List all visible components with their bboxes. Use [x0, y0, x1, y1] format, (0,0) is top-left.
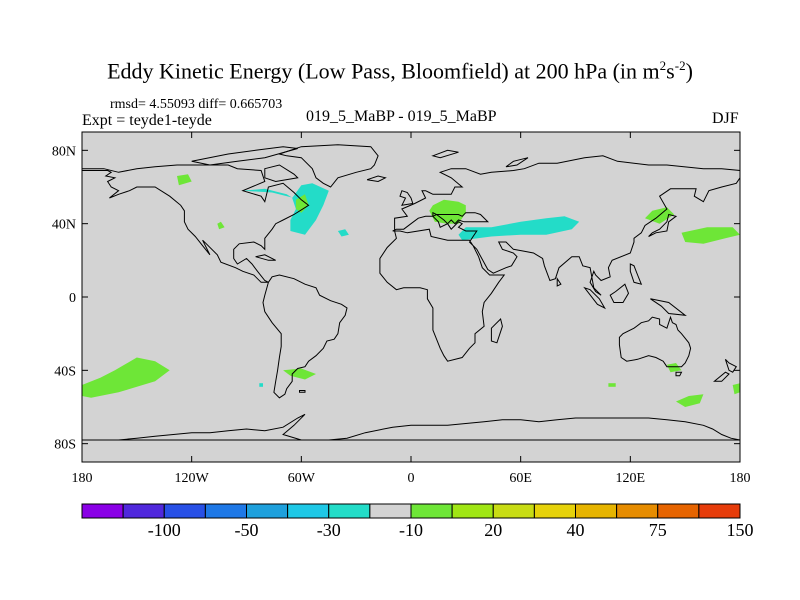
- y-tick-label: 80S: [54, 438, 76, 453]
- colorbar-swatch: [575, 503, 618, 519]
- comparison-label: 019_5_MaBP - 019_5_MaBP: [306, 108, 497, 125]
- coastline-australia: [618, 315, 692, 368]
- colorbar-swatch: [492, 503, 535, 519]
- colorbar-label: -100: [148, 520, 181, 540]
- colorbar-swatch: [451, 503, 494, 519]
- coastline-north-america: [81, 164, 310, 283]
- y-tick-label: 40S: [54, 364, 76, 379]
- experiment-label: Expt = teyde1-teyde: [82, 112, 212, 129]
- colorbar-swatch: [81, 503, 124, 519]
- coastline-tasmania: [675, 371, 683, 377]
- coastline-iceland: [366, 175, 387, 183]
- anomaly-south-america-pos: [283, 368, 316, 380]
- anomaly-north-atlantic-core: [295, 194, 309, 213]
- coastline-cuba: [255, 254, 276, 261]
- coastline-sumatra: [583, 286, 606, 310]
- anomaly-tasman-pos: [676, 394, 704, 407]
- anomaly-north-pacific-west: [177, 174, 192, 186]
- coastline-baffin: [264, 164, 299, 183]
- title-sup-1: 2: [659, 58, 667, 73]
- coastline-sri-lanka: [556, 277, 562, 287]
- coastline-svalbard: [431, 149, 459, 159]
- coastline-south-america: [262, 274, 348, 399]
- x-tick-label: 180: [72, 471, 93, 486]
- colorbar-label: -10: [399, 520, 423, 540]
- colorbar-swatch: [698, 503, 741, 519]
- season-label: DJF: [712, 110, 739, 127]
- colorbar-label: 75: [649, 520, 667, 540]
- coastline-madagascar: [490, 318, 503, 344]
- anomaly-south-pacific-pos: [82, 357, 170, 398]
- y-tick-label: 0: [69, 291, 76, 306]
- anomaly-europe-pos: [429, 199, 466, 224]
- y-tick-label: 80N: [52, 144, 76, 159]
- anomaly-indian-ocean-dot: [608, 383, 616, 387]
- x-tick-label: 120W: [175, 471, 210, 486]
- coastline-new-guinea: [650, 298, 687, 316]
- chart-title: Eddy Kinetic Energy (Low Pass, Bloomfiel…: [0, 58, 800, 84]
- colorbar-swatch: [163, 503, 206, 519]
- stats-label: rmsd= 4.55093 diff= 0.665703: [110, 97, 283, 112]
- anomaly-pacific-east-pos: [681, 227, 740, 244]
- x-tick-label: 60E: [509, 471, 532, 486]
- colorbar-label: -30: [317, 520, 341, 540]
- y-tick-label: 40N: [52, 218, 76, 233]
- colorbar-swatch: [369, 503, 412, 519]
- coastline-japan: [648, 213, 678, 237]
- coastline-novaya-zemlya: [505, 157, 529, 168]
- anomaly-regions: [82, 174, 740, 407]
- coastline-borneo: [609, 283, 630, 303]
- coastline-antarctica: [82, 413, 741, 441]
- x-tick-label: 120E: [616, 471, 646, 486]
- anomaly-south-pacific-dot: [259, 383, 263, 387]
- x-tick-label: 0: [408, 471, 415, 486]
- anomaly-asia-jet: [458, 216, 580, 241]
- colorbar-label: -50: [235, 520, 259, 540]
- coastline-new-zealand-south: [713, 371, 730, 382]
- anomaly-north-america-band: [242, 188, 302, 204]
- colorbar-swatch: [657, 503, 700, 519]
- map-background: [82, 132, 740, 462]
- colorbar-swatch: [204, 503, 247, 519]
- coastline-falklands: [299, 390, 306, 393]
- map-axes: 180 120W 60W 0 60E 120E 180 80N 40N 0 40S 80S: [52, 132, 751, 486]
- colorbar-swatch: [533, 503, 576, 519]
- colorbar-label: 20: [484, 520, 502, 540]
- colorbar-swatch: [287, 503, 330, 519]
- colorbar-swatch: [122, 503, 165, 519]
- title-sup-2: -2: [674, 58, 686, 73]
- coastline-arctic-islands: [191, 146, 298, 166]
- colorbar-swatch: [328, 503, 371, 519]
- anomaly-atlantic-small-neg: [337, 229, 349, 237]
- colorbar-swatch: [410, 503, 453, 519]
- title-main: Eddy Kinetic Energy (Low Pass, Bloomfiel…: [107, 58, 660, 84]
- coastline-british-isles: [399, 190, 414, 206]
- coastline-new-zealand-north: [724, 358, 738, 373]
- anomaly-north-pacific-south: [217, 221, 225, 230]
- title-mid: s: [666, 58, 675, 84]
- coastline-philippines: [629, 263, 643, 285]
- anomaly-australia-pos: [666, 363, 682, 373]
- x-tick-label: 60W: [288, 471, 316, 486]
- title-close: ): [685, 58, 693, 84]
- coastline-greenland: [277, 144, 379, 188]
- colorbar-swatch: [616, 503, 659, 519]
- anomaly-north-atlantic-band: [290, 183, 329, 235]
- coastlines: [81, 144, 741, 441]
- colorbar: -100 -50 -30 -10 20 40 75 150: [81, 503, 754, 540]
- colorbar-label: 150: [727, 520, 754, 540]
- x-tick-label: 180: [730, 471, 751, 486]
- colorbar-label: 40: [567, 520, 585, 540]
- anomaly-south-east-pos: [732, 383, 740, 395]
- colorbar-swatch: [246, 503, 289, 519]
- coastline-eurasia-africa: [379, 155, 741, 362]
